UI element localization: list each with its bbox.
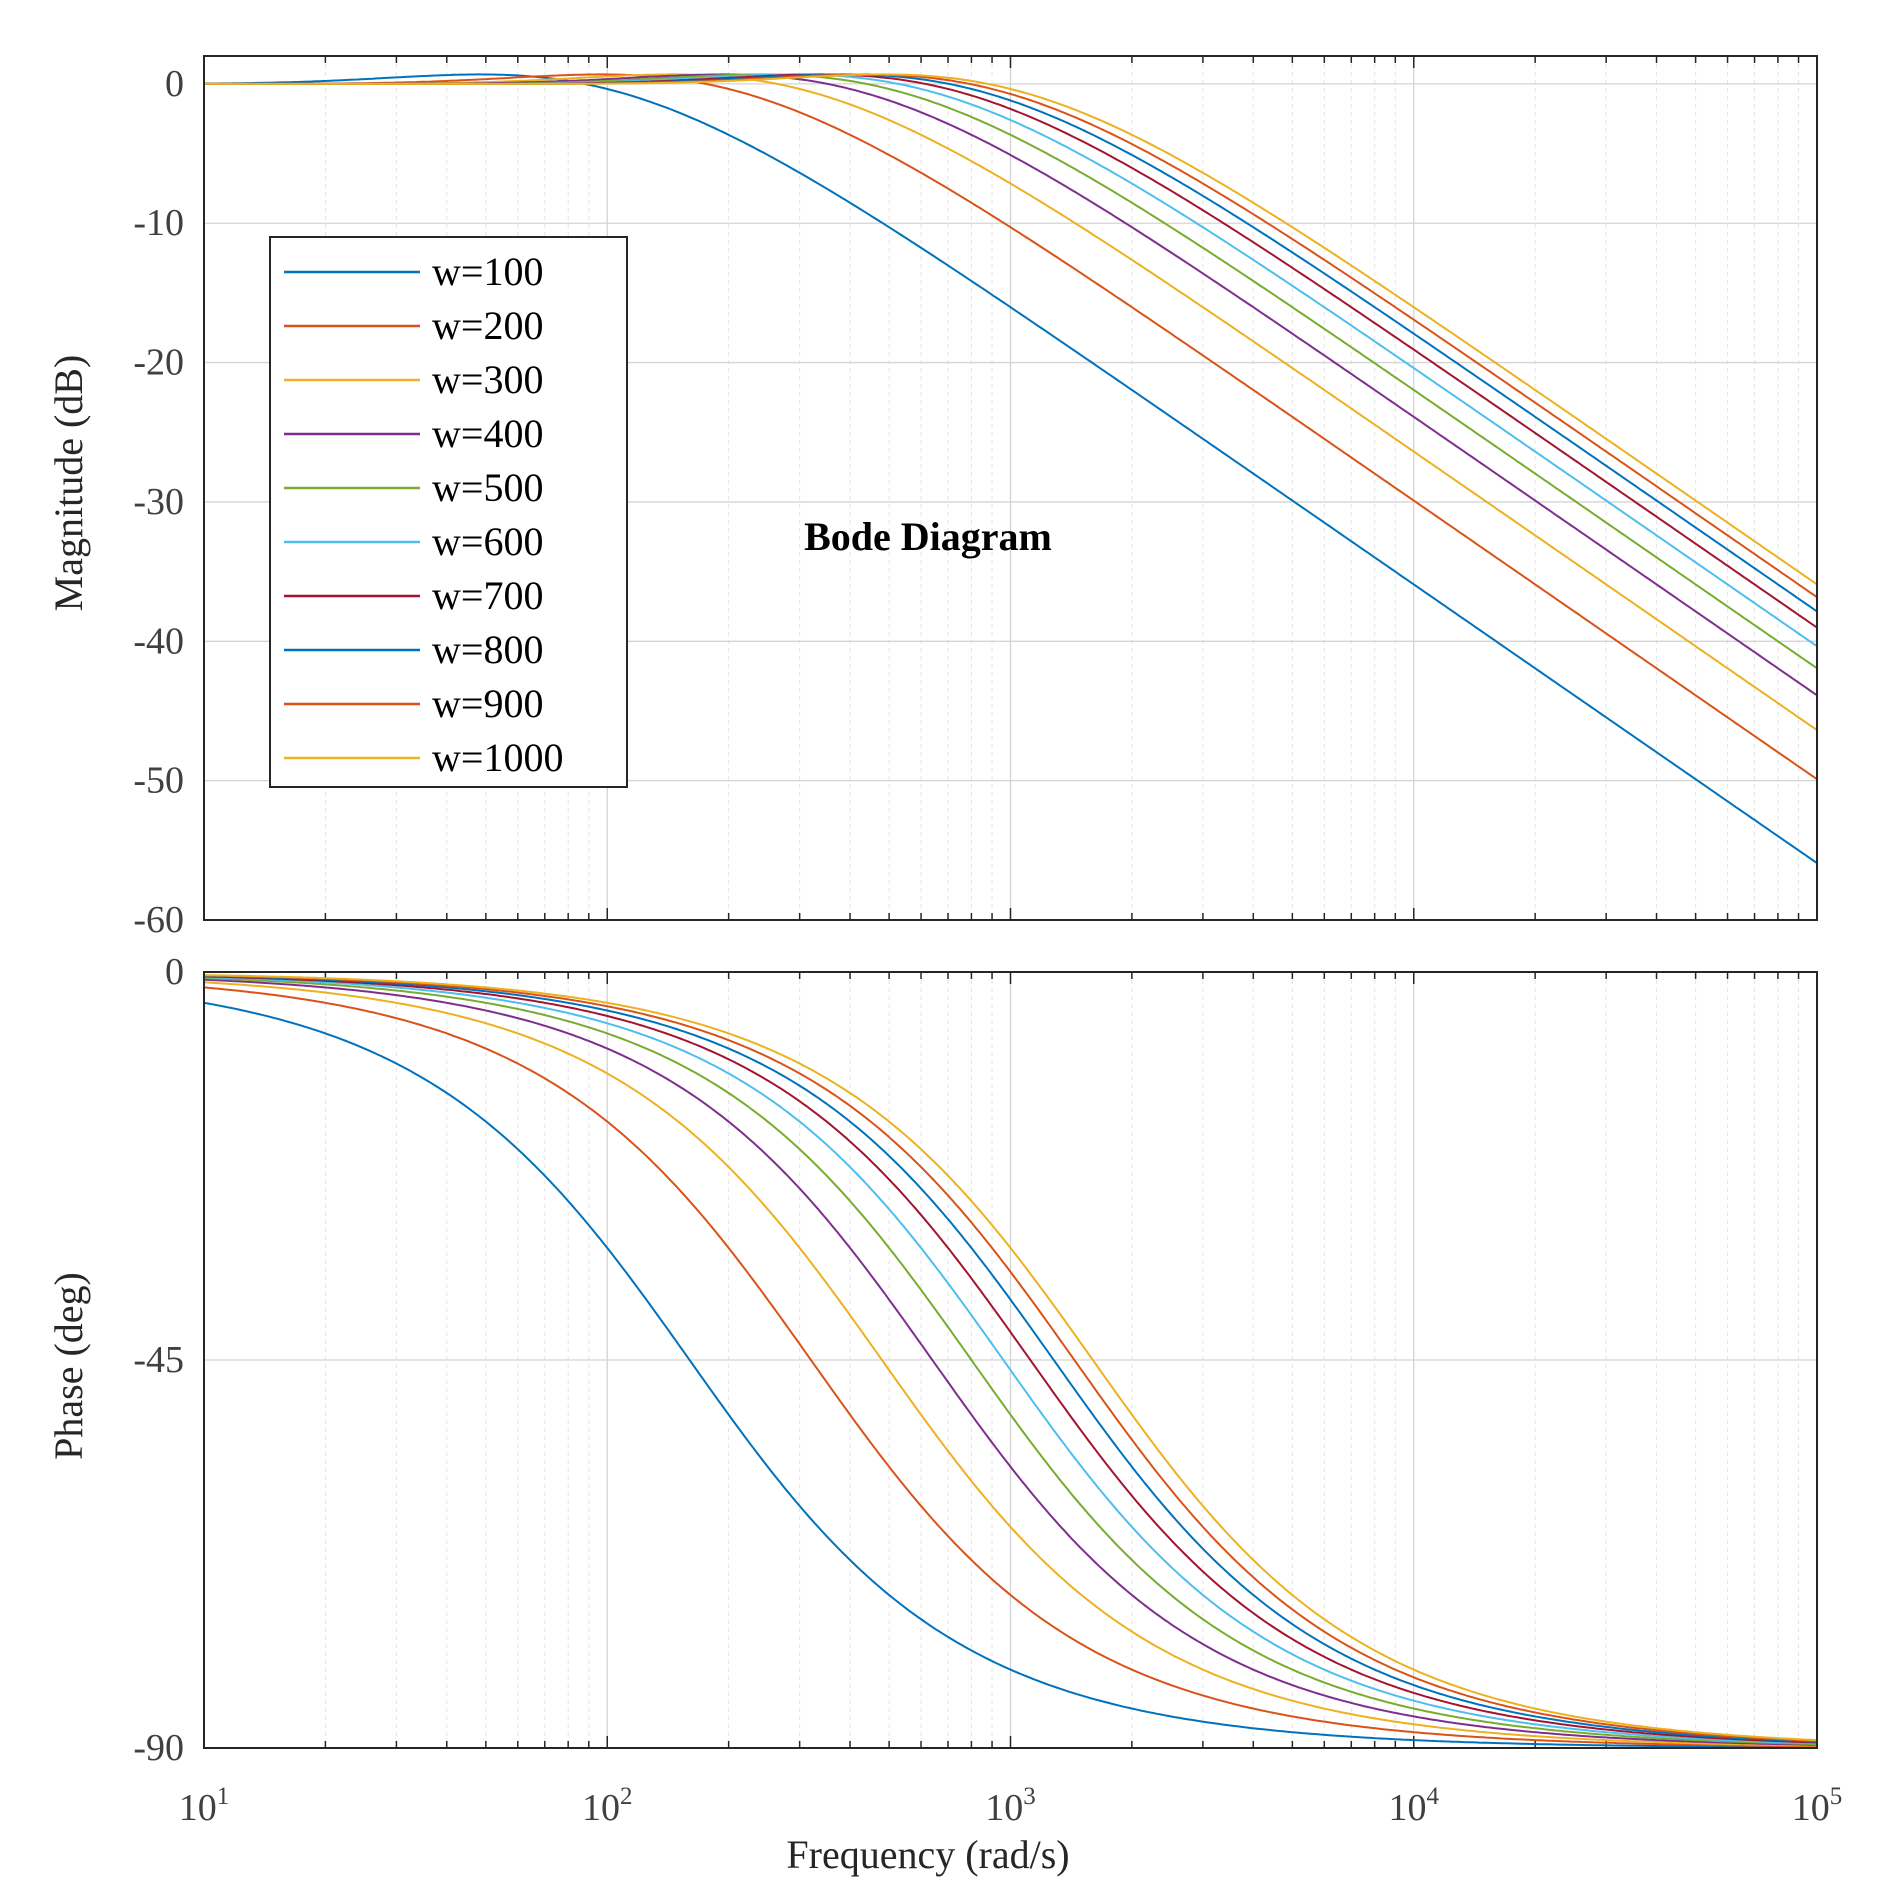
- magnitude-y-axis-label: Magnitude (dB): [46, 355, 91, 612]
- phase-curve-w=100: [203, 1001, 1817, 1749]
- legend-label: w=100: [432, 249, 543, 294]
- phase-grid: [203, 972, 1817, 1748]
- legend-label: w=200: [432, 303, 543, 348]
- magnitude-y-tick-label: -50: [133, 760, 184, 802]
- legend-label: w=400: [432, 411, 543, 456]
- x-tick-label: 101: [179, 1783, 230, 1829]
- phase-curve-w=500: [203, 977, 1817, 1745]
- magnitude-y-tick-label: -20: [133, 342, 184, 384]
- x-tick-label: 103: [985, 1783, 1036, 1829]
- magnitude-y-tick-label: 0: [165, 63, 184, 105]
- legend-box: [269, 236, 628, 788]
- phase-curve-w=800: [204, 974, 1818, 1743]
- magnitude-grid: [203, 56, 1817, 920]
- phase-y-tick-label: 0: [165, 951, 184, 993]
- magnitude-plot: 0 -10 -20 -30 -40 -50 -60 Magnitude (dB) Bode …: [46, 55, 1818, 941]
- x-tick-label: 104: [1389, 1783, 1440, 1829]
- x-tick-label: 102: [582, 1783, 633, 1829]
- phase-curve-w=200: [203, 986, 1817, 1748]
- phase-y-tick-label: -90: [133, 1727, 184, 1769]
- legend: w=100 w=200 w=300 w=400 w=500 w=600 w=700 w=800…: [269, 236, 628, 788]
- legend-label: w=700: [432, 573, 543, 618]
- magnitude-y-tick-label: -40: [133, 620, 184, 662]
- phase-y-axis-label: Phase (deg): [46, 1272, 91, 1460]
- magnitude-curve-w=1000: [204, 73, 1818, 586]
- phase-curve-w=1000: [203, 974, 1818, 1742]
- phase-curve-w=700: [203, 975, 1818, 1744]
- magnitude-y-tick-label: -10: [133, 202, 184, 244]
- phase-curve-w=900: [203, 974, 1818, 1742]
- legend-label: w=900: [432, 681, 543, 726]
- legend-label: w=600: [432, 519, 543, 564]
- magnitude-y-tick-label: -30: [133, 481, 184, 523]
- legend-label: w=800: [432, 627, 543, 672]
- x-tick-label: 105: [1792, 1783, 1843, 1829]
- x-axis-label: Frequency (rad/s): [786, 1832, 1069, 1877]
- phase-y-tick-labels: 0 -45 -90: [133, 951, 184, 1769]
- x-tick-labels: 101 102 103 104 105: [179, 1783, 1843, 1829]
- legend-label: w=500: [432, 465, 543, 510]
- magnitude-y-tick-labels: 0 -10 -20 -30 -40 -50 -60: [133, 63, 184, 941]
- phase-curve-w=300: [203, 981, 1817, 1747]
- phase-axes-frame: [203, 971, 1818, 1749]
- magnitude-axes-frame: [203, 55, 1818, 921]
- phase-y-tick-label: -45: [133, 1339, 184, 1381]
- magnitude-curves: [204, 73, 1818, 864]
- phase-curve-w=400: [203, 978, 1817, 1746]
- phase-curve-w=600: [203, 976, 1818, 1745]
- legend-label: w=1000: [432, 735, 563, 780]
- magnitude-curve-w=200: [204, 73, 1818, 781]
- phase-curves: [203, 974, 1818, 1749]
- legend-label: w=300: [432, 357, 543, 402]
- phase-plot: 0 -45 -90 Phase (deg): [46, 951, 1818, 1769]
- chart-title: Bode Diagram: [804, 514, 1052, 559]
- magnitude-curve-w=100: [204, 73, 1818, 864]
- magnitude-y-tick-label: -60: [133, 899, 184, 941]
